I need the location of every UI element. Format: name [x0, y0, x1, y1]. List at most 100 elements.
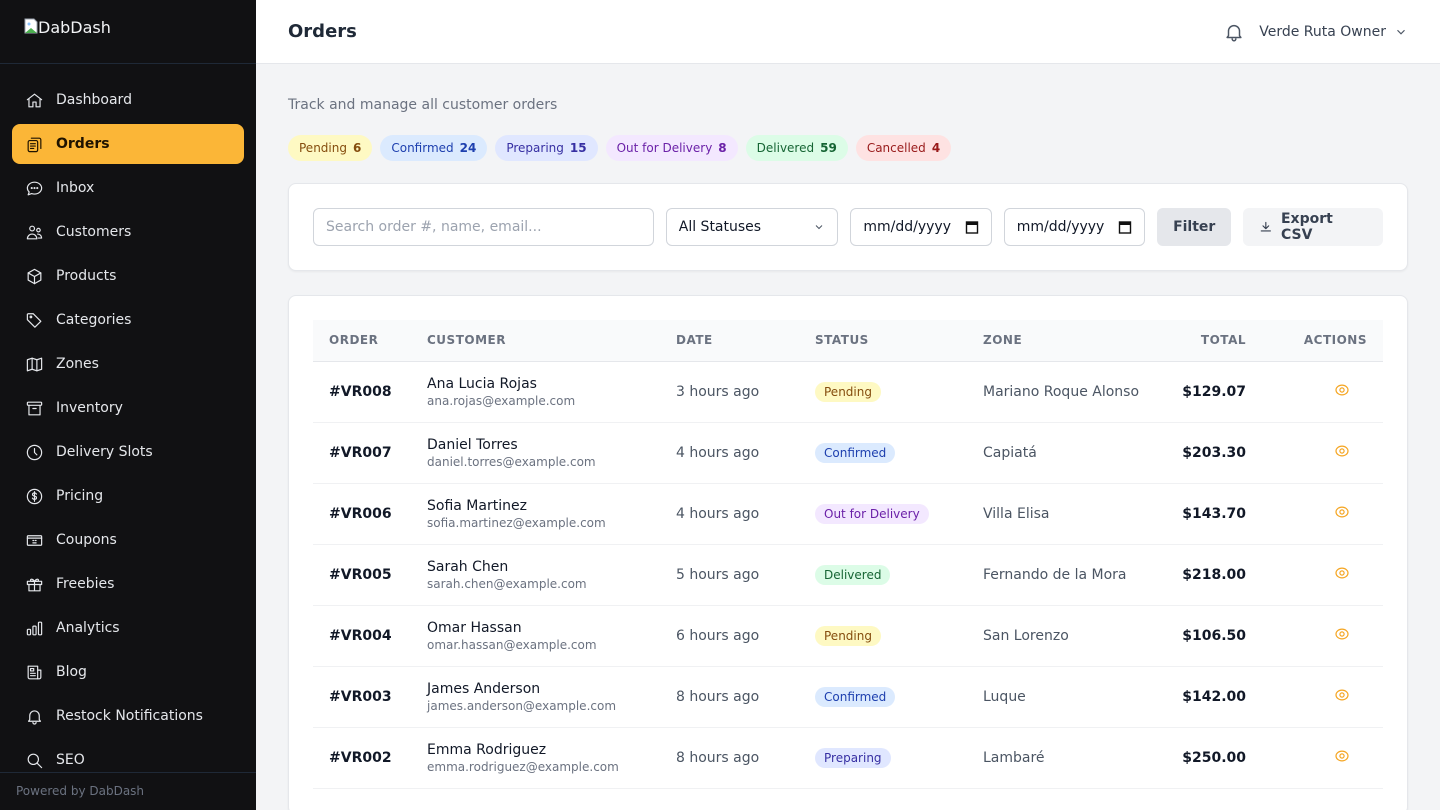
view-eye-icon[interactable]	[1333, 564, 1351, 586]
sidebar-item-label: Dashboard	[56, 92, 132, 108]
sidebar-item-label: Coupons	[56, 532, 117, 548]
sidebar-item-label: Categories	[56, 312, 132, 328]
table-row[interactable]: #VR006 Sofia Martinez sofia.martinez@exa…	[313, 483, 1383, 545]
sidebar-item-label: Blog	[56, 664, 87, 680]
sidebar-item-orders[interactable]: Orders	[12, 124, 244, 164]
sidebar-item-inbox[interactable]: Inbox	[12, 168, 244, 208]
sidebar-item-label: Delivery Slots	[56, 444, 153, 460]
sidebar-item-restock-notifications[interactable]: Restock Notifications	[12, 696, 244, 736]
customer-name: Daniel Torres	[427, 436, 518, 453]
order-number[interactable]: #VR005	[313, 544, 411, 606]
view-eye-icon[interactable]	[1333, 442, 1351, 464]
status-pill-pending[interactable]: Pending 6	[288, 135, 373, 161]
calendar-icon[interactable]	[1118, 220, 1132, 234]
date-from-input[interactable]: mm/dd/yyyy	[850, 208, 992, 246]
calendar-icon[interactable]	[965, 220, 979, 234]
download-icon	[1261, 221, 1272, 232]
dollar-icon	[24, 486, 44, 506]
date-to-input[interactable]: mm/dd/yyyy	[1003, 208, 1146, 246]
page-title: Orders	[288, 21, 357, 42]
status-cell: Delivered	[799, 544, 967, 606]
order-number[interactable]: #VR006	[313, 483, 411, 545]
order-number[interactable]: #VR007	[313, 422, 411, 484]
customer-email: sofia.martinez@example.com	[427, 515, 606, 530]
sidebar-item-pricing[interactable]: Pricing	[12, 476, 244, 516]
actions-cell	[1262, 666, 1383, 728]
view-eye-icon[interactable]	[1333, 747, 1351, 769]
top-bar: Orders Verde Ruta Owner	[256, 0, 1440, 64]
status-badge: Confirmed	[815, 442, 896, 463]
order-number[interactable]: #VR004	[313, 605, 411, 667]
user-menu[interactable]: Verde Ruta Owner	[1223, 21, 1408, 43]
tag-icon	[24, 310, 44, 330]
order-number[interactable]: #VR003	[313, 666, 411, 728]
filter-button[interactable]: Filter	[1157, 208, 1232, 246]
sidebar-item-blog[interactable]: Blog	[12, 652, 244, 692]
brand[interactable]: DabDash	[0, 0, 256, 64]
table-row[interactable]: #VR003 James Anderson james.anderson@exa…	[313, 666, 1383, 728]
zone: Capiatá	[967, 422, 1157, 484]
date-to-placeholder: mm/dd/yyyy	[1016, 219, 1105, 235]
filter-bar: Search order #, name, email... All Statu…	[288, 183, 1408, 271]
user-name[interactable]: Verde Ruta Owner	[1259, 23, 1386, 40]
home-icon	[24, 90, 44, 110]
status-cell: Preparing	[799, 727, 967, 789]
sidebar-item-seo[interactable]: SEO	[12, 740, 244, 780]
order-date: 3 hours ago	[660, 361, 799, 423]
sidebar-item-customers[interactable]: Customers	[12, 212, 244, 252]
view-eye-icon[interactable]	[1333, 503, 1351, 525]
customer-name: Ana Lucia Rojas	[427, 375, 537, 392]
status-pill-preparing[interactable]: Preparing 15	[495, 135, 598, 161]
actions-cell	[1262, 544, 1383, 606]
sidebar-item-delivery-slots[interactable]: Delivery Slots	[12, 432, 244, 472]
order-total: $143.70	[1157, 483, 1262, 545]
broken-image-icon	[24, 18, 38, 34]
sidebar-item-dashboard[interactable]: Dashboard	[12, 80, 244, 120]
customer-cell: Omar Hassan omar.hassan@example.com	[411, 605, 660, 667]
customer-email: omar.hassan@example.com	[427, 637, 597, 652]
status-cell: Pending	[799, 361, 967, 423]
sidebar-item-freebies[interactable]: Freebies	[12, 564, 244, 604]
view-eye-icon[interactable]	[1333, 625, 1351, 647]
status-pill-delivered[interactable]: Delivered 59	[745, 135, 848, 161]
sidebar-item-inventory[interactable]: Inventory	[12, 388, 244, 428]
sidebar-item-products[interactable]: Products	[12, 256, 244, 296]
customer-email: emma.rodriguez@example.com	[427, 759, 619, 774]
order-number[interactable]: #VR002	[313, 727, 411, 789]
newspaper-icon	[24, 662, 44, 682]
notifications-bell-icon[interactable]	[1223, 21, 1245, 43]
status-pill-out-for-delivery[interactable]: Out for Delivery 8	[605, 135, 738, 161]
order-number[interactable]: #VR008	[313, 361, 411, 423]
sidebar-item-coupons[interactable]: Coupons	[12, 520, 244, 560]
col-actions: ACTIONS	[1262, 320, 1383, 362]
table-row[interactable]: #VR004 Omar Hassan omar.hassan@example.c…	[313, 605, 1383, 667]
status-select[interactable]: All Statuses	[665, 208, 839, 246]
status-badge: Confirmed	[815, 686, 896, 707]
pill-count: 8	[718, 141, 727, 155]
pill-count: 4	[931, 141, 941, 155]
sidebar-item-categories[interactable]: Categories	[12, 300, 244, 340]
customer-name: Sarah Chen	[427, 558, 509, 575]
table-row[interactable]: #VR002 Emma Rodriguez emma.rodriguez@exa…	[313, 727, 1383, 789]
view-eye-icon[interactable]	[1333, 381, 1351, 403]
pill-label: Cancelled	[866, 141, 926, 155]
customer-cell: Emma Rodriguez emma.rodriguez@example.co…	[411, 727, 660, 789]
pill-count: 24	[459, 141, 477, 155]
table-row[interactable]: #VR008 Ana Lucia Rojas ana.rojas@example…	[313, 361, 1383, 423]
view-eye-icon[interactable]	[1333, 686, 1351, 708]
order-total: $203.30	[1157, 422, 1262, 484]
search-input[interactable]: Search order #, name, email...	[313, 208, 654, 246]
status-pill-confirmed[interactable]: Confirmed 24	[380, 135, 488, 161]
zone: Mariano Roque Alonso	[967, 361, 1157, 423]
table-row[interactable]: #VR005 Sarah Chen sarah.chen@example.com…	[313, 544, 1383, 606]
status-pill-cancelled[interactable]: Cancelled 4	[855, 135, 952, 161]
sidebar-item-zones[interactable]: Zones	[12, 344, 244, 384]
pill-label: Confirmed	[391, 141, 454, 155]
status-badge: Pending	[815, 381, 881, 402]
col-status: STATUS	[799, 320, 967, 362]
export-csv-button[interactable]: Export CSV	[1243, 208, 1383, 246]
chevron-down-icon[interactable]	[1394, 25, 1408, 39]
customer-cell: Sofia Martinez sofia.martinez@example.co…	[411, 483, 660, 545]
sidebar-item-analytics[interactable]: Analytics	[12, 608, 244, 648]
table-row[interactable]: #VR007 Daniel Torres daniel.torres@examp…	[313, 422, 1383, 484]
